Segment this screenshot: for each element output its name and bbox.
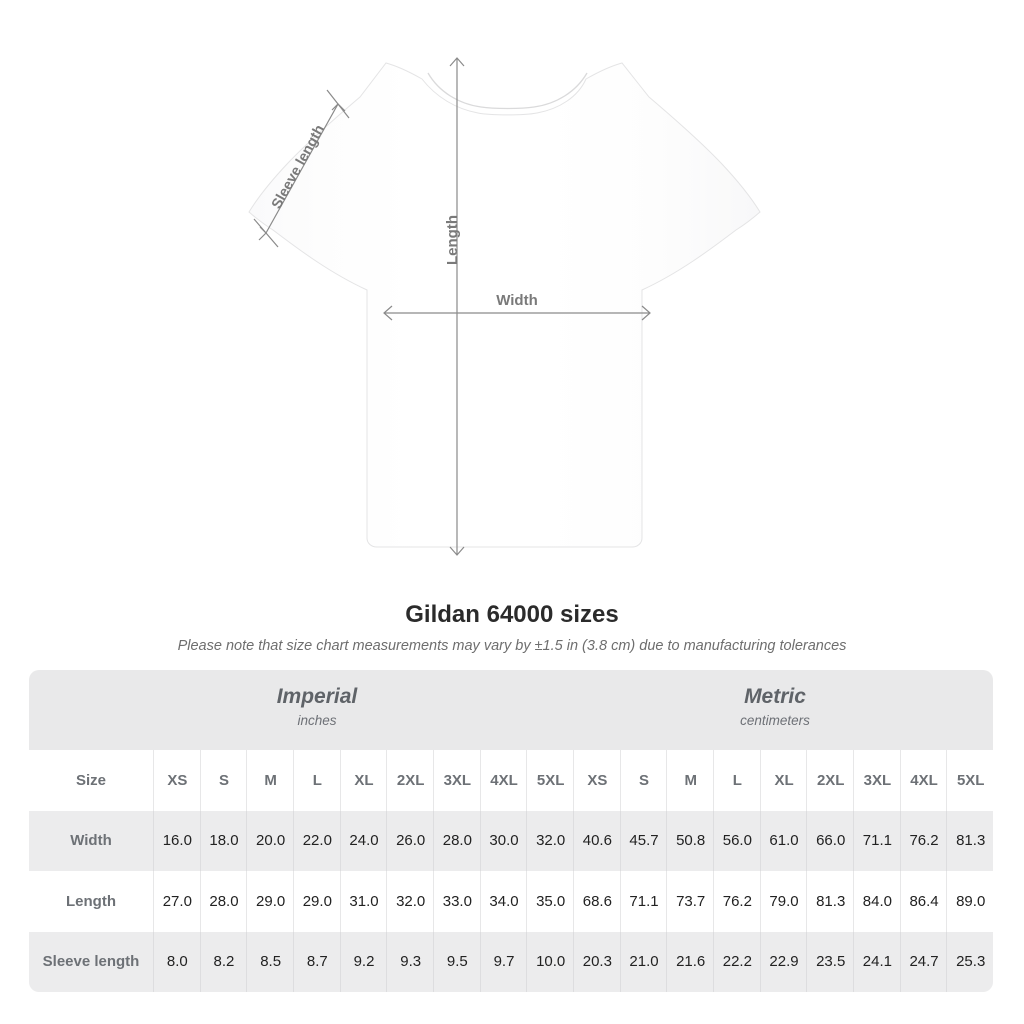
svg-text:Width: Width bbox=[496, 292, 538, 309]
svg-text:Length: Length bbox=[444, 215, 461, 265]
